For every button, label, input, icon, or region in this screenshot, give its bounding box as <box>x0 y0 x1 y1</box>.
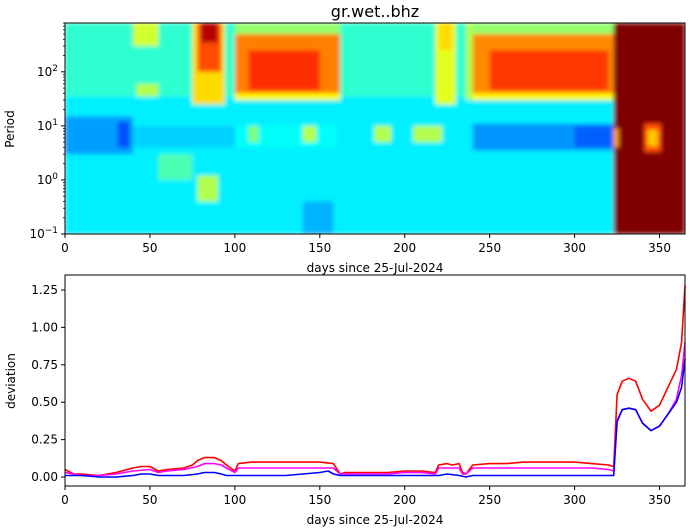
deviation-y-ticks: 0.00 0.25 0.50 0.75 1.00 1.25 <box>31 283 65 484</box>
heatmap-block-15 <box>234 23 341 35</box>
heatmap-block-21 <box>374 125 392 143</box>
heatmap-block-8 <box>132 23 159 47</box>
heatmap-block-18 <box>234 93 341 101</box>
deviation-x-tick-label: 200 <box>393 493 416 507</box>
heatmap-x-tick-label: 100 <box>223 241 246 255</box>
heatmap-y-tick-label: 10−1 <box>29 226 58 241</box>
heatmap-block-27 <box>472 23 614 35</box>
heatmap-x-tick-label: 200 <box>393 241 416 255</box>
chart-title: gr.wet..bhz <box>331 2 419 21</box>
heatmap-x-ticks: 0 50 100 150 200 250 300 350 <box>61 234 671 255</box>
heatmap-block-13 <box>200 23 218 43</box>
deviation-x-tick-label: 50 <box>142 493 157 507</box>
heatmap-x-tick-label: 350 <box>648 241 671 255</box>
heatmap-block-7 <box>117 121 130 148</box>
heatmap-y-tick-label: 101 <box>37 118 58 133</box>
heatmap-block-9 <box>136 83 159 97</box>
heatmap-plot-area <box>65 23 685 234</box>
deviation-x-tick-label: 100 <box>223 493 246 507</box>
heatmap-block-32 <box>613 128 619 148</box>
heatmap-y-tick-label: 100 <box>37 172 58 187</box>
heatmap-block-14 <box>197 175 218 202</box>
deviation-x-tick-label: 250 <box>478 493 501 507</box>
deviation-y-tick-label: 0.00 <box>31 470 58 484</box>
heatmap-x-tick-label: 150 <box>308 241 331 255</box>
heatmap-y-tick-label: 102 <box>37 64 58 79</box>
deviation-y-tick-label: 0.75 <box>31 358 58 372</box>
heatmap-block-34 <box>647 129 658 147</box>
deviation-line-red <box>64 285 686 477</box>
deviation-x-tick-label: 0 <box>61 493 69 507</box>
deviation-x-tick-label: 300 <box>563 493 586 507</box>
heatmap-block-3 <box>132 125 235 148</box>
deviation-x-label: days since 25-Jul-2024 <box>307 513 444 527</box>
heatmap-block-26 <box>465 23 473 101</box>
heatmap-block-29 <box>489 50 609 91</box>
heatmap-block-19 <box>248 125 259 143</box>
deviation-line-blue <box>65 358 686 478</box>
heatmap-block-6 <box>574 125 614 148</box>
deviation-x-tick-label: 150 <box>308 493 331 507</box>
heatmap-y-label: Period <box>3 110 17 147</box>
heatmap-block-17 <box>248 50 320 91</box>
deviation-line-magenta <box>64 342 686 477</box>
deviation-y-tick-label: 0.50 <box>31 395 58 409</box>
deviation-series <box>64 285 686 478</box>
deviation-x-tick-label: 350 <box>648 493 671 507</box>
heatmap-x-tick-label: 50 <box>142 241 157 255</box>
deviation-x-ticks: 0 50 100 150 200 250 300 350 <box>61 486 671 507</box>
heatmap-x-label: days since 25-Jul-2024 <box>307 261 444 275</box>
heatmap-block-10 <box>158 154 193 180</box>
deviation-frame <box>64 274 686 487</box>
deviation-y-tick-label: 1.00 <box>31 320 58 334</box>
heatmap-cells <box>65 23 685 234</box>
heatmap-y-ticks: 10−1 100 101 102 <box>29 22 65 241</box>
heatmap-block-20 <box>302 125 317 143</box>
heatmap-block-23 <box>302 201 334 234</box>
heatmap-x-tick-label: 0 <box>61 241 69 255</box>
heatmap-x-tick-label: 250 <box>478 241 501 255</box>
heatmap-x-tick-label: 300 <box>563 241 586 255</box>
deviation-y-tick-label: 0.25 <box>31 433 58 447</box>
heatmap-panel: 0 50 100 150 200 250 300 350 10−1 100 101 102 days… <box>3 22 686 275</box>
heatmap-block-22 <box>413 125 443 143</box>
deviation-panel: 0 50 100 150 200 250 300 350 0.00 0.25 0.50 0.75 1.… <box>4 274 686 527</box>
deviation-y-tick-label: 1.25 <box>31 283 58 297</box>
heatmap-block-25 <box>438 23 453 51</box>
heatmap-block-30 <box>472 93 614 101</box>
deviation-y-label: deviation <box>4 353 18 409</box>
